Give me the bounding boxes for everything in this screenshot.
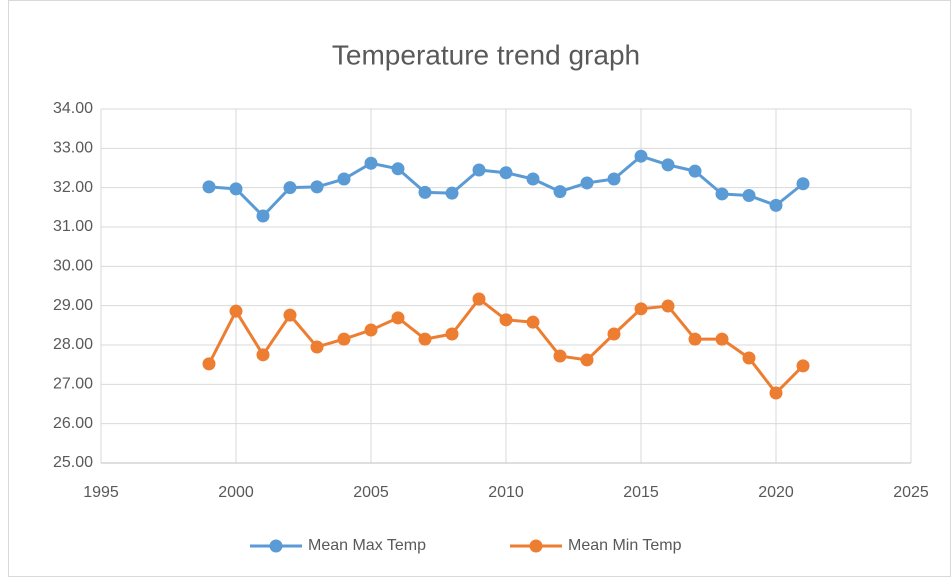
point — [283, 181, 297, 195]
x-tick-label: 2015 — [623, 484, 659, 501]
point — [283, 308, 297, 322]
point — [310, 340, 324, 354]
point — [337, 172, 351, 186]
y-tick-label: 25.00 — [53, 454, 93, 471]
point — [661, 299, 675, 313]
point — [364, 323, 378, 337]
point — [256, 209, 270, 223]
point — [769, 386, 783, 400]
point — [310, 180, 324, 194]
point — [445, 327, 459, 341]
y-tick-label: 30.00 — [53, 258, 93, 275]
x-tick-label: 1995 — [83, 484, 119, 501]
y-tick-label: 32.00 — [53, 179, 93, 196]
point — [553, 349, 567, 363]
point — [391, 162, 405, 176]
point — [580, 353, 594, 367]
point — [715, 187, 729, 201]
legend-label: Mean Min Temp — [568, 537, 682, 554]
point — [472, 163, 486, 177]
point — [607, 327, 621, 341]
y-tick-label: 34.00 — [53, 100, 93, 117]
point — [634, 302, 648, 316]
point — [688, 332, 702, 346]
point — [445, 186, 459, 200]
x-tick-label: 2005 — [353, 484, 389, 501]
point — [472, 292, 486, 306]
point — [580, 176, 594, 190]
chart-border — [8, 0, 951, 577]
point — [769, 198, 783, 212]
point — [418, 332, 432, 346]
x-tick-label: 2020 — [758, 484, 794, 501]
point — [256, 348, 270, 362]
point — [391, 311, 405, 325]
point — [202, 357, 216, 371]
y-tick-label: 31.00 — [53, 218, 93, 235]
legend-marker — [269, 539, 283, 553]
x-tick-label: 2025 — [893, 484, 929, 501]
point — [229, 304, 243, 318]
point — [526, 172, 540, 186]
point — [661, 158, 675, 172]
y-tick-label: 27.00 — [53, 376, 93, 393]
x-tick-label: 2010 — [488, 484, 524, 501]
point — [337, 332, 351, 346]
point — [553, 185, 567, 199]
point — [364, 156, 378, 170]
point — [796, 177, 810, 191]
x-tick-label: 2000 — [218, 484, 254, 501]
y-tick-label: 26.00 — [53, 415, 93, 432]
point — [634, 149, 648, 163]
point — [688, 164, 702, 178]
point — [607, 172, 621, 186]
point — [202, 180, 216, 194]
legend-marker — [529, 539, 543, 553]
point — [229, 182, 243, 196]
point — [742, 351, 756, 365]
point — [499, 313, 513, 327]
chart-title: Temperature trend graph — [332, 39, 640, 70]
point — [418, 185, 432, 199]
point — [796, 359, 810, 373]
y-tick-label: 29.00 — [53, 297, 93, 314]
point — [499, 166, 513, 180]
point — [742, 189, 756, 203]
y-tick-label: 33.00 — [53, 140, 93, 157]
y-tick-label: 28.00 — [53, 336, 93, 353]
point — [526, 315, 540, 329]
point — [715, 332, 729, 346]
legend-label: Mean Max Temp — [308, 537, 426, 554]
